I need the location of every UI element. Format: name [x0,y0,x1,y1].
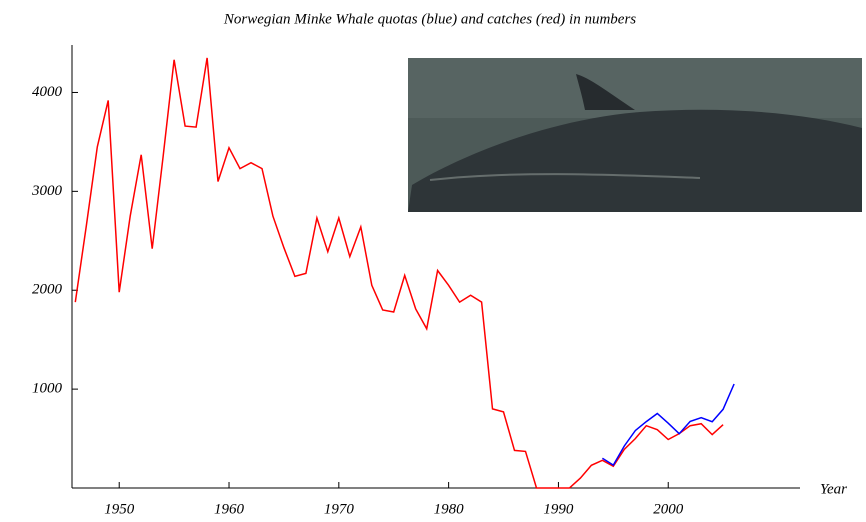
series-line [601,383,735,467]
y-tick-label: 1000 [32,381,63,397]
y-tick-label: 3000 [31,183,63,199]
x-axis-label: Year [820,481,847,497]
x-tick-label: 1980 [434,501,465,517]
x-tick-label: 2000 [653,501,684,517]
y-tick-label: 2000 [32,282,63,298]
whale-photo [408,58,862,212]
x-tick-label: 1950 [104,501,135,517]
x-tick-label: 1960 [214,501,245,517]
y-tick-label: 4000 [32,84,63,100]
chart-title: Norwegian Minke Whale quotas (blue) and … [223,11,636,27]
x-tick-label: 1990 [543,501,574,517]
x-tick-label: 1970 [324,501,355,517]
